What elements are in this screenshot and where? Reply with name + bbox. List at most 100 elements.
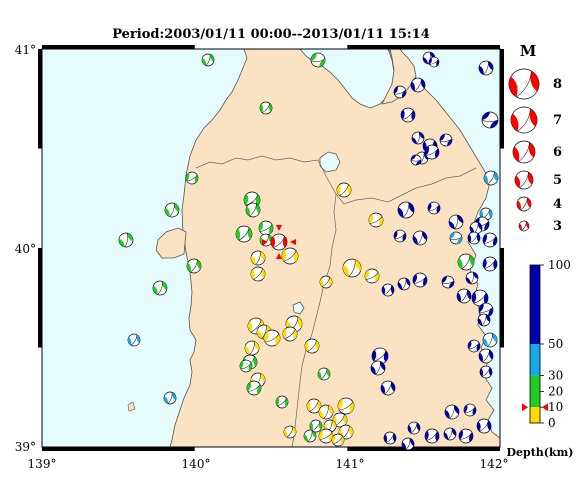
focal-mechanism — [368, 212, 384, 228]
focal-mechanism — [235, 225, 253, 243]
map-frame — [38, 45, 504, 451]
frame-bar — [500, 49, 504, 149]
focal-mechanism — [441, 275, 455, 289]
focal-mechanism — [244, 340, 260, 356]
lat-tick-40: 40° — [15, 242, 36, 256]
magnitude-legend-ball — [508, 68, 540, 100]
mainshock-marker — [262, 225, 296, 259]
focal-mechanism — [370, 360, 386, 376]
lon-labels: 139° 140° 141° 142° — [28, 457, 509, 471]
lake-tazawa — [292, 301, 305, 315]
frame-bar — [347, 45, 500, 49]
focal-mechanism — [407, 421, 421, 435]
focal-mechanism — [410, 77, 426, 93]
magnitude-legend-ball — [510, 106, 538, 134]
focal-mechanism — [448, 214, 464, 230]
magnitude-legend-label: 5 — [553, 173, 562, 188]
focal-mechanism — [383, 431, 397, 445]
magnitude-legend-label: 3 — [553, 219, 562, 234]
focal-mechanism — [456, 288, 472, 304]
focal-mechanism — [482, 232, 498, 248]
focal-mechanism — [310, 52, 326, 68]
focal-mechanism — [481, 111, 499, 129]
focal-mechanism — [439, 133, 453, 147]
focal-mechanism — [463, 403, 477, 417]
frame-bar — [38, 248, 42, 348]
focal-mechanism — [303, 429, 317, 443]
focal-mechanism — [400, 107, 416, 123]
focal-mechanism — [397, 201, 415, 219]
focal-mechanism — [410, 154, 422, 166]
lon-tick-141: 141° — [336, 457, 365, 471]
focal-mechanism — [380, 380, 396, 396]
focal-mechanism — [449, 231, 463, 245]
lon-tick-142: 142° — [480, 457, 509, 471]
mainshock-depth-marker — [522, 403, 548, 412]
depth-tick-label: 100 — [548, 258, 571, 272]
focal-mechanism — [428, 56, 440, 68]
frame-bar — [38, 49, 42, 149]
depth-tick-label: 10 — [548, 400, 563, 414]
depth-tick-label: 30 — [548, 369, 563, 383]
focal-mechanism — [483, 170, 499, 186]
focal-mechanism — [304, 338, 320, 354]
lat-labels: 41° 40° 39° — [15, 43, 36, 454]
focal-mechanism — [319, 275, 333, 289]
magnitude-legend-ball — [518, 220, 530, 232]
focal-mechanism — [424, 144, 440, 160]
focal-mechanism — [458, 428, 474, 444]
lon-tick-139: 139° — [28, 457, 57, 471]
depth-band — [530, 375, 540, 408]
focal-mechanism — [342, 258, 362, 278]
magnitude-legend: M 8 7 6 5 4 3 — [508, 42, 562, 234]
depth-band — [530, 265, 540, 344]
magnitude-legend-ball — [512, 140, 536, 164]
magnitude-legend-ball — [514, 170, 534, 190]
focal-mechanism — [457, 253, 475, 271]
mainshock-focal-mechanism — [270, 233, 288, 251]
focal-mechanism — [371, 347, 389, 365]
frame-bar — [347, 447, 500, 451]
depth-scale-label: Depth(km) — [507, 446, 574, 459]
focal-mechanism — [482, 256, 498, 272]
focal-mechanism — [412, 230, 428, 246]
depth-tick-label: 50 — [548, 337, 563, 351]
focal-mechanism — [275, 395, 289, 409]
focal-mechanism — [444, 404, 460, 420]
magnitude-legend-ball — [516, 196, 532, 212]
focal-mechanism — [258, 220, 274, 236]
focal-mechanism — [469, 221, 483, 235]
focal-mechanism — [185, 171, 199, 185]
focal-mechanism — [478, 302, 494, 318]
focal-mechanism — [336, 182, 352, 198]
focal-mechanism — [424, 428, 440, 444]
focal-mechanism — [317, 367, 331, 381]
focal-mechanism — [478, 60, 494, 76]
depth-tick-label: 20 — [548, 384, 563, 398]
prefecture-boundary — [195, 155, 477, 447]
map-title: Period:2003/01/11 00:00--2013/01/11 15:1… — [112, 27, 430, 42]
lat-tick-41: 41° — [15, 43, 36, 57]
focal-mechanism — [482, 332, 498, 348]
focal-mechanism — [467, 339, 481, 353]
lake-towada — [319, 151, 341, 173]
focal-mechanism — [246, 380, 262, 396]
focal-mechanism — [239, 359, 253, 373]
focal-mechanism — [164, 202, 180, 218]
focal-mechanism — [163, 391, 177, 405]
focal-mechanism — [318, 404, 334, 420]
focal-mechanism — [283, 425, 297, 439]
magnitude-legend-label: 8 — [553, 77, 562, 92]
focal-mechanism — [427, 201, 441, 215]
frame-bar — [500, 248, 504, 348]
island — [127, 401, 136, 412]
magnitude-legend-label: 7 — [553, 113, 562, 128]
depth-band — [530, 344, 540, 376]
focal-mechanism — [259, 101, 273, 115]
focal-mechanism — [401, 437, 415, 451]
focal-mechanism — [393, 229, 407, 243]
focal-mechanism — [465, 271, 479, 285]
focal-mechanism — [479, 365, 493, 379]
